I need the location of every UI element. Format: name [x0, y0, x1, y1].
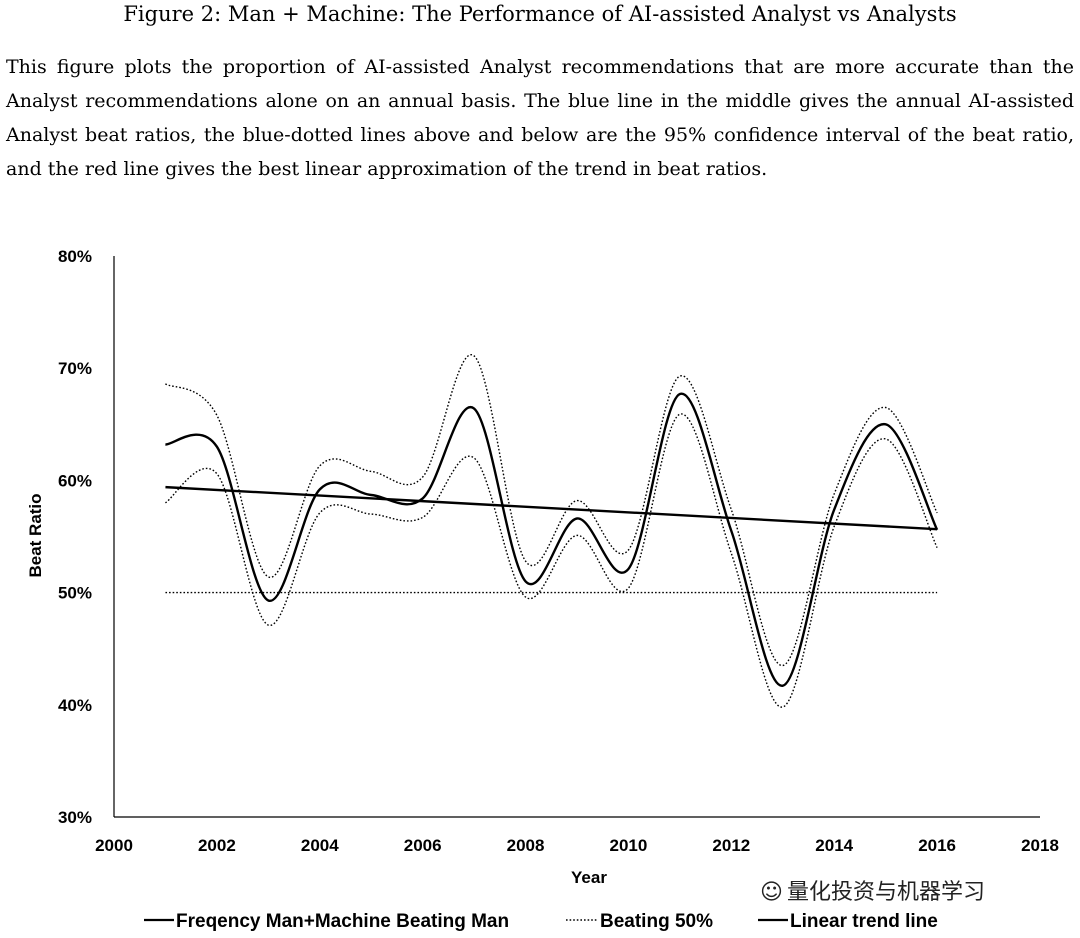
legend-item-main-label: Freqency Man+Machine Beating Man [176, 911, 509, 932]
y-tick-label: 40% [58, 696, 92, 715]
legend-item-beating-50-label: Beating 50% [600, 911, 713, 932]
watermark: ☺ 量化投资与机器学习 [760, 874, 985, 906]
y-tick-label: 30% [58, 808, 92, 827]
x-tick-label: 2018 [1021, 836, 1059, 855]
wechat-icon: ☺ [760, 880, 783, 905]
x-tick-label: 2000 [95, 836, 133, 855]
y-tick-label: 80% [58, 247, 92, 266]
y-tick-label: 50% [58, 584, 92, 603]
x-tick-label: 2002 [198, 836, 236, 855]
x-tick-label: 2010 [610, 836, 648, 855]
watermark-text: 量化投资与机器学习 [786, 880, 985, 905]
y-tick-label: 70% [58, 359, 92, 378]
series-main-line [165, 392, 939, 687]
figure-title: Figure 2: Man + Machine: The Performance… [123, 2, 957, 26]
chart-series [164, 354, 939, 708]
series-lower-ci-line [164, 413, 938, 708]
x-tick-label: 2008 [507, 836, 545, 855]
x-tick-label: 2016 [918, 836, 956, 855]
series-upper-ci-line [165, 354, 938, 667]
legend-item-trend-label: Linear trend line [790, 911, 938, 932]
x-tick-label: 2006 [404, 836, 442, 855]
series-linear-trend-line [165, 485, 938, 531]
x-axis-label: Year [571, 868, 607, 887]
chart-axes: 30% 40% 50% 60% 70% 80% 2000 2002 2004 2006 2008 20… [58, 247, 1059, 855]
x-tick-label: 2012 [712, 836, 750, 855]
x-tick-label: 2014 [815, 836, 853, 855]
x-tick-label: 2004 [301, 836, 339, 855]
chart-legend: Freqency Man+Machine Beating Man Beating … [144, 911, 938, 932]
y-tick-label: 60% [58, 471, 92, 490]
y-axis-label: Beat Ratio [26, 493, 45, 577]
figure-caption: This figure plots the proportion of AI-a… [6, 56, 1074, 180]
